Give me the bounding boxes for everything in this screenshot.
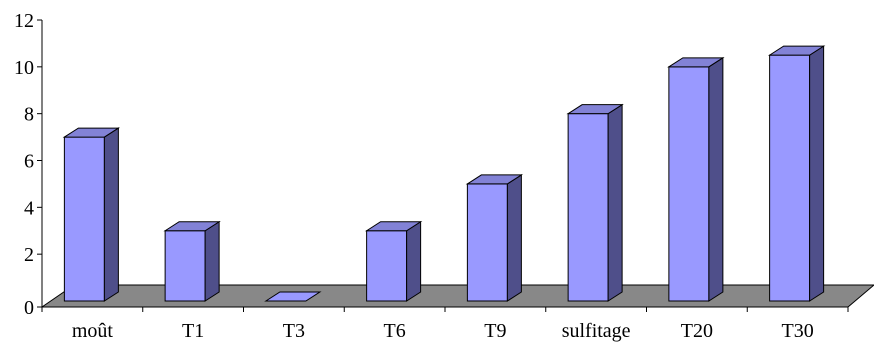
- x-tick-label: T3: [283, 320, 305, 342]
- bar-top: [465, 174, 524, 185]
- bar: [667, 56, 725, 302]
- bar-front: [164, 230, 206, 302]
- x-tick-label: T9: [484, 320, 506, 342]
- bar-front: [466, 183, 508, 302]
- bar-top: [62, 127, 121, 138]
- bar: [264, 291, 322, 302]
- bar-side: [708, 56, 724, 302]
- bar-top: [264, 291, 322, 302]
- x-tick-label: sulfitage: [562, 320, 631, 342]
- bar-front: [366, 230, 408, 302]
- bar: [767, 45, 826, 302]
- x-axis-ticks: moût T1 T3 T6 T9 sulfitage T20 T30: [41, 307, 849, 342]
- y-tick-label: 2: [24, 244, 34, 266]
- x-tick-label: T20: [681, 320, 713, 342]
- bar-front: [567, 113, 609, 302]
- bar-front: [769, 54, 811, 302]
- x-tick-label: T1: [182, 320, 204, 342]
- y-tick-label: 0: [24, 297, 34, 319]
- bar: [566, 103, 624, 302]
- bar-side: [406, 220, 422, 302]
- y-tick-label: 6: [24, 151, 34, 173]
- bar-side: [809, 45, 825, 302]
- bar-top: [667, 57, 725, 68]
- bar-front: [668, 66, 710, 302]
- bar-top: [767, 45, 826, 56]
- bar: [62, 127, 121, 302]
- x-tick-label: T30: [782, 320, 814, 342]
- bars-group: [62, 45, 826, 302]
- x-tick-label: T6: [384, 320, 406, 342]
- bar-top: [566, 104, 624, 115]
- bar-top: [163, 221, 221, 232]
- y-tick-label: 8: [24, 104, 34, 126]
- bar-side: [506, 174, 522, 302]
- y-tick-label: 10: [14, 57, 34, 79]
- y-tick-label: 4: [24, 197, 34, 219]
- bar-side: [607, 103, 623, 302]
- bar: [465, 174, 524, 302]
- bar-top: [364, 221, 423, 232]
- bar-side: [103, 127, 119, 302]
- y-axis-ticks: 0 2 4 6 8 10 12: [14, 10, 42, 319]
- x-tick-label: moût: [72, 320, 114, 342]
- bar: [364, 220, 423, 302]
- y-tick-label: 12: [14, 10, 34, 32]
- bar-front: [63, 136, 105, 302]
- bar: [163, 220, 221, 302]
- bar-side: [204, 220, 220, 302]
